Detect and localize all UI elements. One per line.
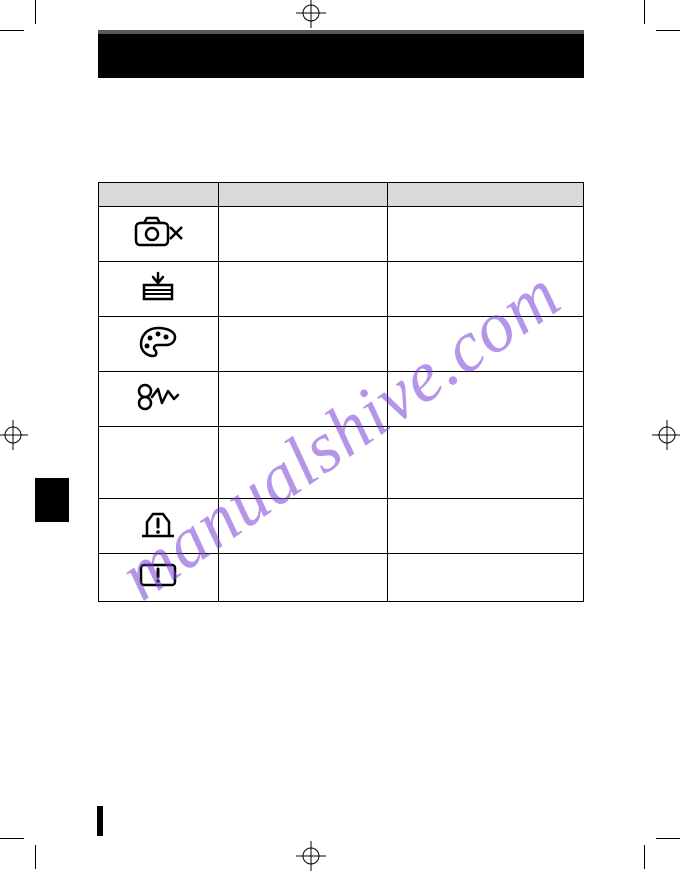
crop-mark bbox=[35, 845, 36, 869]
crop-mark bbox=[656, 838, 680, 839]
icon-cell bbox=[99, 372, 219, 427]
table-row bbox=[99, 372, 584, 427]
registration-mark-icon bbox=[652, 420, 680, 450]
table-row bbox=[99, 262, 584, 317]
table-row bbox=[99, 554, 584, 602]
crop-mark bbox=[0, 30, 24, 31]
crop-mark bbox=[35, 0, 36, 24]
table-cell bbox=[218, 499, 388, 554]
section-tab bbox=[35, 478, 69, 522]
table-header-cell bbox=[218, 183, 388, 207]
icon-cell bbox=[99, 317, 219, 372]
registration-mark-icon bbox=[296, 841, 326, 871]
table-row bbox=[99, 207, 584, 262]
table-row bbox=[99, 499, 584, 554]
warning-box-icon bbox=[138, 562, 178, 593]
table-cell bbox=[218, 372, 388, 427]
icon-cell bbox=[99, 427, 219, 499]
crop-mark bbox=[0, 838, 24, 839]
table-cell bbox=[388, 317, 584, 372]
table-cell bbox=[218, 317, 388, 372]
table-header-cell bbox=[99, 183, 219, 207]
crop-mark bbox=[644, 0, 645, 24]
crop-mark bbox=[644, 845, 645, 869]
table-cell bbox=[388, 554, 584, 602]
icon-cell bbox=[99, 554, 219, 602]
icon-cell bbox=[99, 499, 219, 554]
table-cell bbox=[388, 207, 584, 262]
table-row bbox=[99, 317, 584, 372]
page-number-mark bbox=[97, 806, 103, 836]
tray-down-icon bbox=[139, 271, 177, 308]
table-header-cell bbox=[388, 183, 584, 207]
table-cell bbox=[218, 262, 388, 317]
table-header-row bbox=[99, 183, 584, 207]
table-cell bbox=[218, 207, 388, 262]
table-cell bbox=[218, 554, 388, 602]
table-cell bbox=[388, 372, 584, 427]
header-bar bbox=[98, 34, 584, 78]
icon-table bbox=[98, 182, 584, 602]
icon-cell bbox=[99, 262, 219, 317]
table-cell bbox=[218, 427, 388, 499]
paper-jam-icon bbox=[136, 381, 180, 418]
printer-alert-icon bbox=[139, 508, 177, 545]
table-row bbox=[99, 427, 584, 499]
crop-mark bbox=[656, 30, 680, 31]
registration-mark-icon bbox=[0, 420, 28, 450]
page-frame bbox=[35, 30, 645, 839]
table-cell bbox=[388, 262, 584, 317]
table-cell bbox=[388, 427, 584, 499]
icon-cell bbox=[99, 207, 219, 262]
table-cell bbox=[388, 499, 584, 554]
camera-off-icon bbox=[133, 215, 183, 254]
palette-icon bbox=[138, 325, 178, 364]
registration-mark-icon bbox=[296, 0, 326, 28]
